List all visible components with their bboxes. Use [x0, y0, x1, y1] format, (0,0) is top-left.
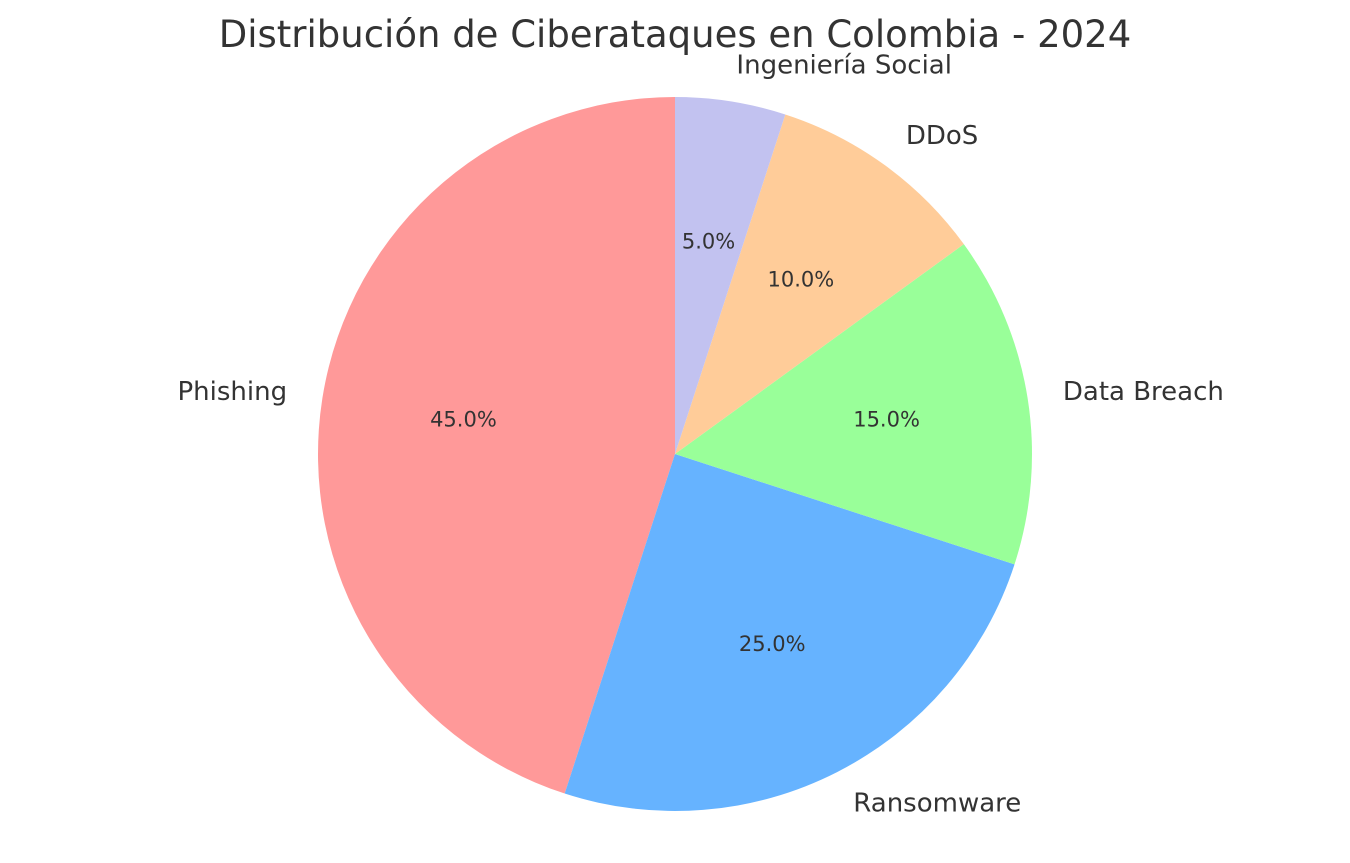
pct-label-ddos: 10.0% — [768, 268, 835, 292]
pct-label-phishing: 45.0% — [430, 407, 497, 431]
pie-slices — [318, 97, 1032, 811]
pct-label-data-breach: 15.0% — [853, 407, 920, 431]
pie-slice-ransomware — [564, 454, 1015, 811]
slice-label-phishing: Phishing — [178, 377, 288, 407]
slice-label-data-breach: Data Breach — [1063, 377, 1224, 407]
pct-label-ingenieria-social: 5.0% — [682, 229, 735, 253]
pie-slice-ingenieria-social — [675, 97, 786, 454]
chart-title: Distribución de Ciberataques en Colombia… — [219, 13, 1132, 56]
slice-label-ransomware: Ransomware — [853, 788, 1021, 818]
slice-label-ingenieria-social: Ingeniería Social — [736, 51, 952, 81]
pie-labels: Phishing 45.0% Ransomware 25.0% Data Breach 1… — [178, 51, 1224, 819]
pie-slice-data-breach — [675, 244, 1032, 565]
slice-label-ddos: DDoS — [906, 121, 978, 151]
pie-slice-phishing — [318, 97, 675, 794]
pie-slice-ddos — [675, 114, 964, 454]
pct-label-ransomware: 25.0% — [739, 632, 806, 656]
